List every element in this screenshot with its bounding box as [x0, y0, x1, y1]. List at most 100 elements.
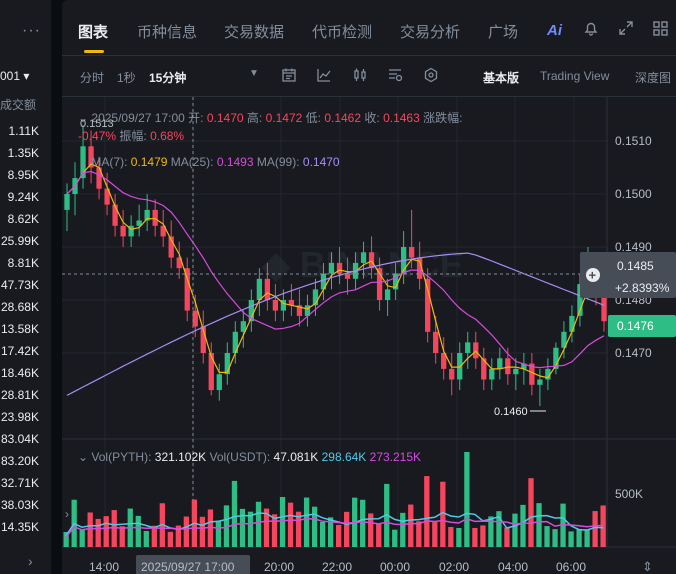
tab-trade-data[interactable]: 交易数据	[224, 24, 285, 41]
ma7-line	[66, 163, 605, 379]
volume-bar	[151, 525, 157, 547]
settings-icon[interactable]	[423, 67, 439, 86]
candle-body	[545, 368, 551, 380]
candle-body	[529, 363, 535, 385]
volume-legend: ⌄ Vol(PYTH): 321.102K Vol(USDT): 47.081K…	[78, 450, 422, 464]
interval-1s[interactable]: 1秒	[117, 71, 136, 85]
view-tradingview[interactable]: Trading View	[540, 69, 610, 83]
volume-value: 28.81K	[0, 388, 39, 402]
volume-bar	[95, 518, 101, 547]
crosshair-price: 0.1485	[617, 259, 654, 273]
chevron-right-icon[interactable]: ›	[28, 553, 33, 569]
volume-bar	[536, 503, 542, 547]
expand-icon[interactable]	[618, 20, 634, 41]
volume-bar	[327, 517, 334, 547]
ohlc-change: -0.47%	[78, 129, 117, 143]
tab-square[interactable]: 广场	[488, 24, 519, 41]
order-book-panel: ··· 001 ▾ 成交额 1.11K 1.35K 8.95K 9.24K 8.62K 2…	[0, 0, 52, 574]
volume-value: 32.71K	[0, 476, 39, 490]
template-icon[interactable]	[387, 67, 403, 86]
volume-bar	[231, 480, 238, 547]
candle-body	[80, 146, 86, 179]
candle-body	[441, 353, 447, 369]
volume-value: 14.35K	[0, 520, 39, 534]
candle-body	[152, 209, 158, 226]
ma99-line	[66, 252, 605, 396]
candle-body	[320, 273, 327, 290]
x-tick-label: 2025/09/27 17:00	[141, 560, 235, 574]
interval-timeline[interactable]: 分时	[80, 71, 105, 85]
candle-type-icon[interactable]	[352, 67, 368, 86]
high-annotation: 0.1513	[80, 118, 114, 130]
volume-bar	[448, 527, 454, 547]
volume-bar	[167, 531, 173, 547]
tab-token-check[interactable]: 代币检测	[312, 24, 373, 41]
collapse-icon[interactable]: ⌄	[78, 450, 89, 464]
volume-bar	[528, 478, 534, 547]
volume-bar	[576, 528, 582, 547]
volume-value: 28.68K	[0, 300, 39, 314]
current-price-tag	[608, 315, 676, 337]
candle-body	[256, 278, 263, 300]
ohlc-low: 0.1462	[324, 111, 362, 125]
chart-panel: 图表 币种信息 交易数据 代币检测 交易分析 广场 Ai 分时 1秒 15分钟 …	[62, 0, 676, 574]
volume-bar	[440, 481, 446, 547]
y-tick-label: 0.1500	[615, 187, 652, 201]
candle-body	[248, 300, 254, 322]
candlestick-chart[interactable]: ◆ BINANCE0.15100.15000.14900.14800.1470+…	[62, 97, 676, 574]
candle-body	[497, 358, 503, 369]
volume-bar	[135, 515, 141, 547]
volume-column-header: 成交额	[0, 98, 37, 112]
indicator-icon[interactable]	[316, 67, 332, 86]
volume-bar	[344, 511, 350, 547]
volume-bar	[472, 527, 478, 547]
view-depth[interactable]: 深度图	[635, 71, 672, 85]
candle-body	[473, 342, 479, 359]
ohlc-row: ⌄ 2025/09/27 17:00 开: 0.1470 高: 0.1472 低…	[78, 111, 463, 125]
x-tick-label: 14:00	[89, 560, 119, 574]
volume-value: 83.04K	[0, 432, 39, 446]
volume-bar	[295, 511, 302, 547]
crosshair-change: +2.8393%	[615, 281, 670, 295]
watermark: ◆ BINANCE	[261, 244, 464, 285]
candle-body	[465, 342, 471, 353]
dropdown-icon[interactable]: ▼	[249, 68, 259, 79]
candle-body	[88, 146, 94, 168]
volume-bar	[175, 525, 181, 547]
scroll-left-icon: ›	[65, 507, 69, 521]
candle-body	[216, 374, 222, 391]
view-basic[interactable]: 基本版	[483, 71, 520, 85]
grid-icon[interactable]	[652, 20, 670, 43]
tab-chart[interactable]: 图表	[78, 24, 109, 41]
vol-tick-label: 500K	[615, 487, 643, 501]
candle-body	[120, 225, 126, 237]
tab-token-info[interactable]: 币种信息	[137, 24, 198, 41]
y-tick-label: 0.1510	[615, 134, 652, 148]
more-dots-icon[interactable]: ···	[22, 22, 41, 39]
collapse-icon[interactable]: ⌄	[78, 111, 89, 125]
bell-icon[interactable]	[583, 20, 599, 41]
interval-15m[interactable]: 15分钟	[149, 71, 187, 85]
candle-body	[144, 209, 150, 221]
x-tick-label: 04:00	[498, 560, 528, 574]
chart-area[interactable]: ◆ BINANCE 0.1510 0.1500 0.1490 0.1480 0.1470 +…	[62, 97, 676, 574]
candle-body	[288, 300, 295, 306]
calendar-icon[interactable]	[281, 67, 297, 86]
x-tick-label: 00:00	[380, 560, 410, 574]
candle-body	[392, 273, 399, 290]
ma-row: ⌄ MA(7): 0.1479 MA(25): 0.1493 MA(99): 0…	[78, 155, 340, 169]
candle-body	[481, 358, 487, 380]
volume-value: 8.95K	[7, 168, 39, 182]
candle-body	[160, 225, 166, 237]
candle-body	[489, 368, 495, 380]
volume-bar	[199, 516, 206, 547]
collapse-icon[interactable]: ⌄	[78, 155, 89, 169]
volume-bar	[271, 514, 278, 547]
precision-selector[interactable]: 001 ▾	[0, 69, 30, 83]
volume-bar	[143, 531, 149, 547]
volume-value: 13.58K	[0, 322, 39, 336]
ai-icon[interactable]: Ai	[547, 22, 562, 39]
volume-bar	[360, 499, 366, 547]
tab-trade-analysis[interactable]: 交易分析	[400, 24, 461, 41]
